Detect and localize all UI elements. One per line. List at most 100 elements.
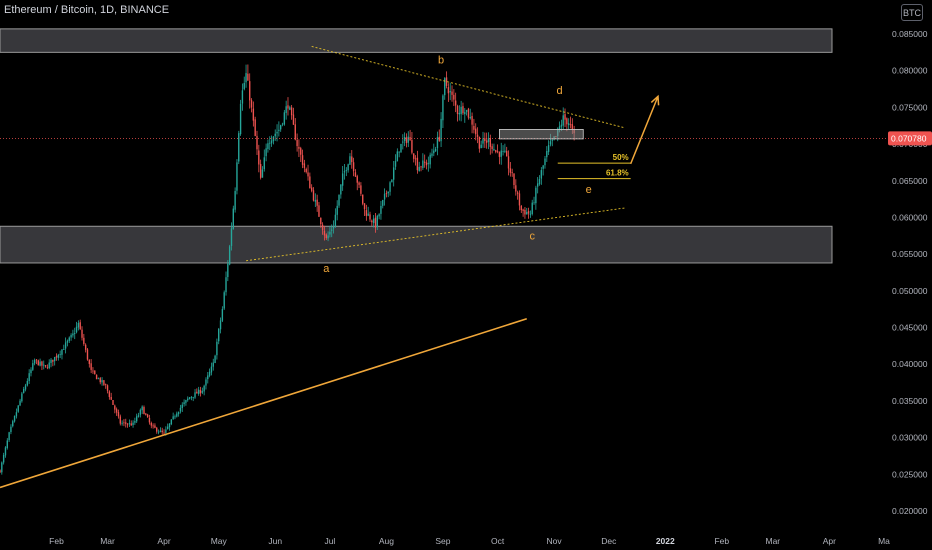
candle: [179, 404, 182, 414]
candle: [360, 182, 362, 197]
candle: [203, 384, 205, 396]
candle-body: [445, 77, 448, 86]
candle-body: [496, 151, 499, 153]
candle: [43, 360, 45, 370]
candle: [123, 419, 125, 427]
candle-body: [478, 136, 481, 149]
candle: [547, 140, 550, 156]
candle-body: [321, 224, 324, 231]
projection-arrow-head: [650, 94, 660, 106]
y-tick-label: 0.020000: [892, 506, 928, 516]
candle-body: [110, 397, 112, 400]
candle: [230, 222, 233, 251]
candle: [183, 399, 185, 407]
candle-body: [114, 405, 116, 410]
candle: [77, 320, 80, 331]
candle-body: [177, 411, 180, 415]
candle: [332, 220, 335, 234]
candle: [146, 413, 149, 418]
candle-body: [123, 422, 125, 424]
candle: [168, 423, 171, 431]
candle-body: [108, 391, 111, 397]
candle-body: [263, 157, 265, 170]
candle-body: [467, 108, 470, 118]
candle-body: [238, 133, 240, 162]
candle-body: [403, 137, 406, 141]
candle-body: [567, 123, 570, 126]
candle-body: [181, 404, 183, 409]
candle-body: [493, 149, 495, 151]
candle: [84, 343, 87, 353]
candle: [148, 414, 151, 425]
candle: [312, 187, 315, 202]
candle: [567, 118, 570, 130]
candles-layer: [0, 64, 575, 475]
candle: [154, 423, 156, 429]
candle-body: [289, 107, 291, 110]
y-tick-label: 0.040000: [892, 359, 928, 369]
candle-body: [15, 412, 18, 417]
candle-body: [300, 148, 302, 155]
candle-body: [74, 332, 76, 334]
candle-body: [208, 371, 211, 376]
candle-body: [491, 146, 493, 150]
candle: [66, 339, 69, 347]
candle-body: [566, 118, 568, 125]
candle: [345, 167, 348, 177]
candle-body: [473, 125, 475, 130]
candle-body: [247, 73, 249, 81]
candle: [504, 143, 506, 154]
y-tick-label: 0.080000: [892, 66, 928, 76]
x-tick-label: Feb: [49, 536, 64, 546]
candle-body: [234, 191, 236, 210]
candle: [265, 143, 267, 162]
candle-body: [125, 422, 127, 424]
candle: [564, 108, 566, 128]
fib-618-label: 61.8%: [606, 169, 629, 178]
candle: [6, 438, 8, 450]
candle-body: [228, 246, 231, 265]
candle: [128, 419, 131, 428]
candle-body: [416, 157, 419, 171]
currency-badge[interactable]: BTC: [901, 4, 923, 21]
candle-body: [66, 340, 69, 343]
candle-body: [480, 144, 482, 149]
candle: [157, 429, 160, 435]
candle-body: [99, 378, 101, 383]
candle-body: [507, 156, 510, 169]
candle: [331, 224, 333, 238]
candle-body: [254, 119, 256, 136]
candle-body: [487, 138, 490, 142]
candle: [53, 356, 56, 366]
candle: [347, 163, 349, 173]
candle-body: [471, 116, 473, 125]
candle-body: [214, 355, 216, 364]
candle: [329, 225, 331, 238]
x-tick-label: Apr: [157, 536, 170, 546]
candle-body: [531, 202, 533, 214]
candle: [544, 155, 546, 169]
candle-body: [360, 185, 362, 194]
candle: [245, 64, 247, 88]
candle-body: [270, 140, 273, 144]
candle: [19, 398, 21, 407]
candle-body: [22, 389, 25, 393]
candle-body: [225, 277, 227, 293]
candle-body: [50, 359, 52, 363]
x-tick-label: Dec: [601, 536, 617, 546]
wave-label-c: c: [529, 230, 535, 242]
candle-body: [72, 333, 74, 336]
candle-body: [81, 329, 83, 338]
candle-body: [387, 191, 389, 194]
candle-body: [150, 422, 152, 426]
candle-body: [218, 329, 220, 342]
candle: [238, 130, 240, 165]
current-price-label: 0.070780: [891, 133, 927, 143]
candle-body: [290, 107, 293, 116]
long-trendline: [0, 317, 527, 489]
candle: [420, 165, 422, 172]
candle: [221, 306, 224, 323]
candle: [261, 166, 264, 178]
candle-body: [380, 205, 382, 214]
